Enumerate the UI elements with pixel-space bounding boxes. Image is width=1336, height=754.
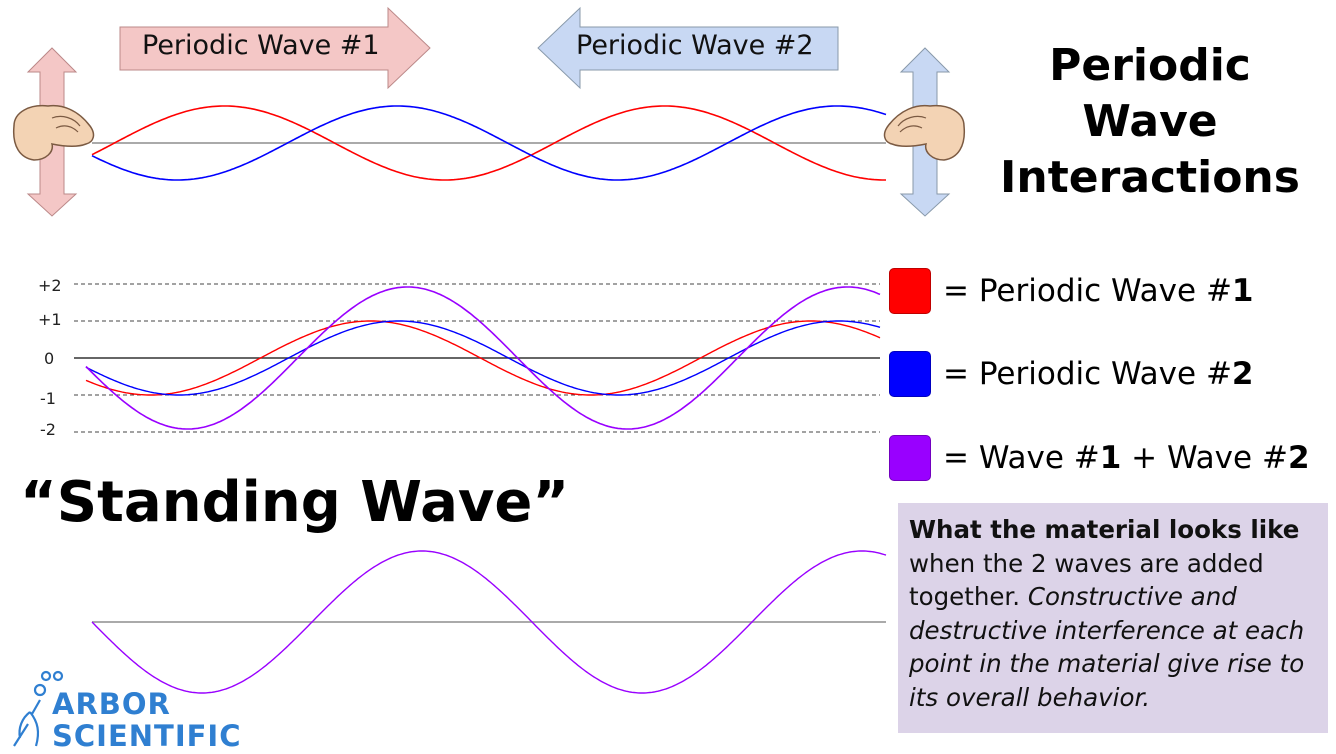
standing-wave-heading: “Standing Wave”: [20, 470, 570, 535]
tick-label-minus2: -2: [40, 420, 56, 439]
legend-swatch-sum: [889, 435, 931, 481]
title-line-2: Wave: [1082, 96, 1218, 147]
legend-wave2: = Periodic Wave #2: [889, 350, 1254, 398]
wave2-arrow-label: Periodic Wave #2: [576, 30, 814, 61]
legend-sum-text: = Wave #1 + Wave #2: [943, 440, 1310, 476]
legend-wave2-text: = Periodic Wave #2: [943, 356, 1254, 392]
title-line-3: Interactions: [1000, 152, 1300, 203]
top-wave1-line: [91, 105, 886, 181]
wave1-arrow-label: Periodic Wave #1: [142, 30, 380, 61]
explanation-bold: What the material looks like: [909, 515, 1300, 544]
wave1-direction-arrow: [119, 6, 431, 90]
tick-label-plus2: +2: [38, 276, 62, 295]
legend-wave1-text: = Periodic Wave #1: [943, 273, 1254, 309]
tick-label-minus1: -1: [40, 389, 56, 408]
chart-sum-line: [85, 286, 881, 430]
legend-sum: = Wave #1 + Wave #2: [889, 434, 1310, 482]
right-hand-icon: [883, 104, 966, 161]
standing-wave-line: [91, 550, 887, 694]
left-hand-icon: [12, 104, 95, 161]
explanation-box: What the material looks like when the 2 …: [898, 503, 1328, 733]
explanation-italic: Constructive and destructive interferenc…: [909, 582, 1305, 712]
top-wave2-line: [91, 105, 887, 181]
wave2-direction-arrow: [537, 6, 839, 90]
explanation-plain: when the 2 waves are added together.: [909, 548, 1264, 612]
tick-label-plus1: +1: [38, 310, 62, 329]
logo-text-line1: ARBOR: [52, 687, 171, 721]
legend-wave1: = Periodic Wave #1: [889, 267, 1254, 315]
chart-wave1-line: [85, 320, 881, 396]
legend-swatch-wave1: [889, 268, 931, 314]
arbor-scientific-logo-icon: [13, 670, 64, 747]
chart-grid: [74, 283, 880, 433]
legend-swatch-wave2: [889, 351, 931, 397]
logo-text-line2: SCIENTIFIC: [52, 719, 242, 753]
title-line-1: Periodic: [1049, 40, 1251, 91]
page-title: Periodic Wave Interactions: [985, 38, 1315, 206]
tick-label-zero: 0: [44, 349, 55, 368]
